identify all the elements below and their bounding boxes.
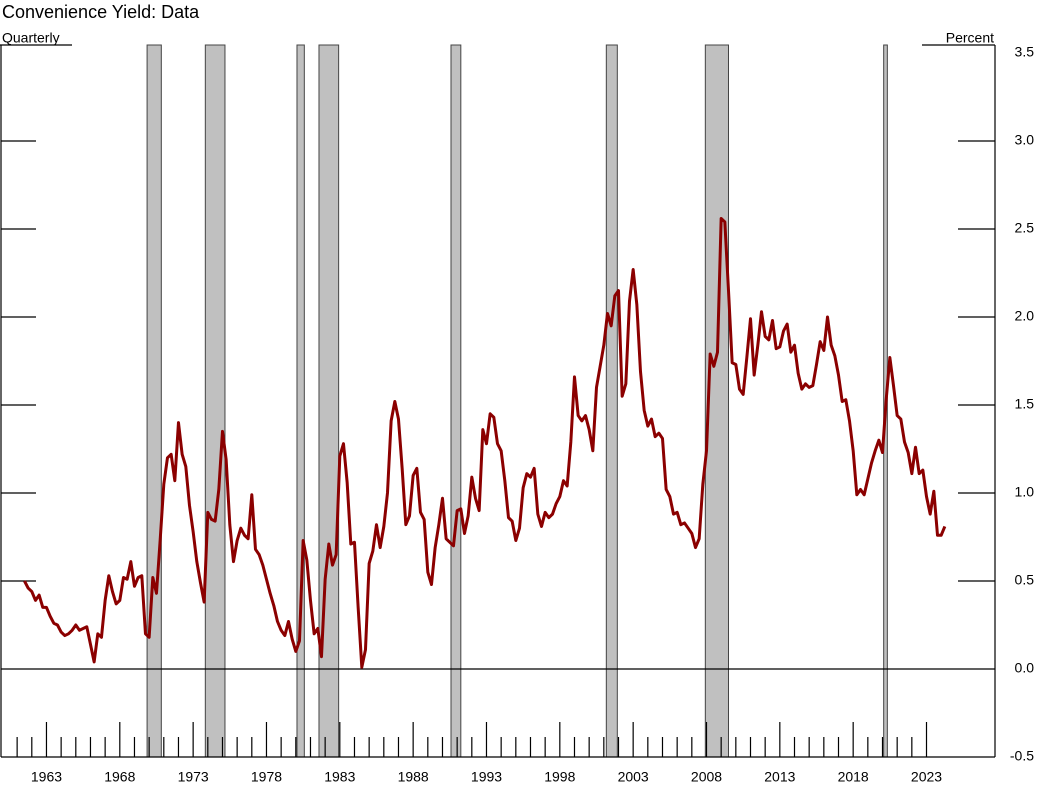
x-tick-label: 1993 xyxy=(471,769,502,785)
y-tick-label: 3.5 xyxy=(1015,44,1035,60)
x-tick-label: 1998 xyxy=(544,769,575,785)
x-tick-label: 1983 xyxy=(324,769,355,785)
y-tick-label: 2.0 xyxy=(1015,308,1035,324)
x-tick-label: 1963 xyxy=(31,769,62,785)
y-tick-label: 2.5 xyxy=(1015,220,1035,236)
recession-band xyxy=(296,44,305,758)
unit-label: Percent xyxy=(946,30,994,46)
recession-band xyxy=(146,44,162,758)
y-tick-label: 0.0 xyxy=(1015,660,1035,676)
recession-band xyxy=(204,44,226,758)
y-tick-label: 3.0 xyxy=(1015,132,1035,148)
x-tick-label: 2018 xyxy=(838,769,869,785)
y-tick-label: 1.5 xyxy=(1015,396,1035,412)
y-tick-label: 1.0 xyxy=(1015,484,1035,500)
x-tick-label: 2023 xyxy=(911,769,942,785)
y-tick-label: -0.5 xyxy=(1010,748,1034,764)
recession-band xyxy=(605,44,618,758)
x-tick-label: 1973 xyxy=(178,769,209,785)
x-tick-label: 2013 xyxy=(764,769,795,785)
recession-band xyxy=(450,44,462,758)
x-tick-label: 2003 xyxy=(618,769,649,785)
frequency-label: Quarterly xyxy=(2,30,60,46)
x-tick-label: 2008 xyxy=(691,769,722,785)
series-line xyxy=(23,216,947,669)
x-tick-label: 1968 xyxy=(104,769,135,785)
chart-title: Convenience Yield: Data xyxy=(2,2,200,22)
x-tick-label: 1988 xyxy=(398,769,429,785)
x-tick-label: 1978 xyxy=(251,769,282,785)
y-tick-label: 0.5 xyxy=(1015,572,1035,588)
